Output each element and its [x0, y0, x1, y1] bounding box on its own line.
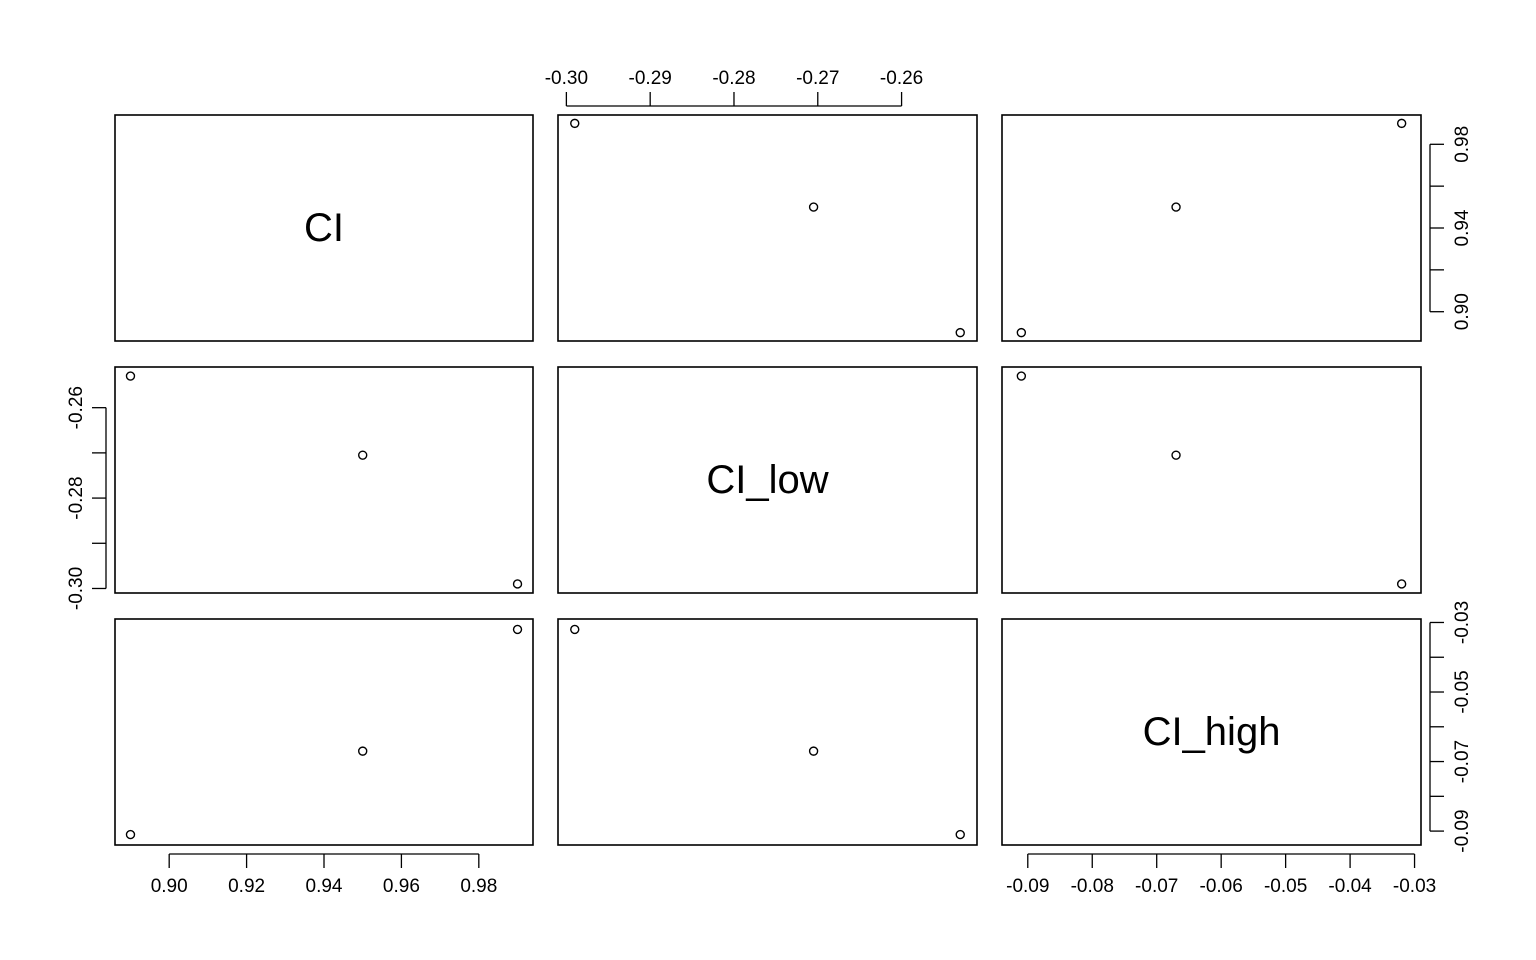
- point-CI-vs-CI_low-1: [808, 202, 819, 212]
- point-CI_high-vs-CI_low-1: [808, 746, 819, 756]
- point-CI_low-vs-CI_high-1: [1171, 450, 1181, 460]
- right-axis-ci-high-tick-label: -0.09: [1452, 809, 1473, 852]
- panel-frame-1-1: [557, 366, 978, 594]
- bottom-axis-ci-high-tick-label: -0.04: [1328, 876, 1372, 897]
- bottom-axis-ci-high-tick-label: -0.06: [1200, 876, 1243, 897]
- left-axis-ci-low-tick-label: -0.28: [66, 476, 87, 519]
- top-axis-ci-low-tick-label: -0.28: [712, 68, 755, 89]
- panel-frame-0-1: [557, 114, 978, 342]
- panel-frame-2-2: [1001, 618, 1422, 846]
- point-CI_low-vs-CI_high-0: [1016, 371, 1027, 381]
- point-CI_high-vs-CI_low-2: [570, 624, 580, 635]
- right-axis-ci-tick-label: 0.90: [1452, 293, 1473, 330]
- point-CI_high-vs-CI-1: [358, 746, 368, 756]
- point-CI_high-vs-CI-2: [512, 624, 523, 635]
- point-CI_high-vs-CI-0: [125, 829, 136, 840]
- panel-frames: [114, 114, 1422, 846]
- point-CI-vs-CI_low-2: [570, 118, 580, 129]
- bottom-axis-ci-tick-label: 0.98: [460, 876, 497, 897]
- right-axis-ci-tick-label: 0.94: [1452, 209, 1473, 246]
- point-CI_low-vs-CI-2: [512, 579, 523, 589]
- panel-frame-0-0: [114, 114, 534, 342]
- bottom-axis-ci-tick-label: 0.94: [306, 876, 343, 897]
- axes: -0.30 -0.29 -0.28 -0.27 -0.26 0.90 0.92 0.94 0.9…: [66, 68, 1473, 897]
- top-axis-ci-low-tick-label: -0.29: [629, 68, 672, 89]
- diagonal-label-CI_low: CI_low: [706, 458, 828, 502]
- panel-frame-0-2: [1001, 114, 1422, 342]
- bottom-axis-ci-tick-label: 0.96: [383, 876, 420, 897]
- panel-frame-1-2: [1001, 366, 1422, 594]
- right-axis-ci-high-tick-label: -0.07: [1452, 740, 1473, 783]
- bottom-axis-ci-high-tick-label: -0.05: [1264, 876, 1307, 897]
- bottom-axis-ci-high-tick-label: -0.09: [1006, 876, 1049, 897]
- diagonal-label-CI_high: CI_high: [1143, 710, 1281, 754]
- points: [125, 118, 1407, 840]
- right-axis-ci-high-tick-label: -0.05: [1452, 670, 1473, 713]
- diagonal-labels: CI CI_low CI_high: [304, 206, 1280, 754]
- panel-frame-2-0: [114, 618, 534, 846]
- point-CI-vs-CI_low-0: [955, 327, 965, 338]
- panel-frame-1-0: [114, 366, 534, 594]
- point-CI_low-vs-CI_high-2: [1396, 579, 1407, 589]
- bottom-axis-ci-high-tick-label: -0.03: [1393, 876, 1436, 897]
- panel-frame-2-1: [557, 618, 978, 846]
- left-axis-ci-low-tick-label: -0.26: [66, 386, 87, 429]
- bottom-axis-ci-tick-label: 0.92: [228, 876, 265, 897]
- right-axis-ci-high-tick-label: -0.03: [1452, 601, 1473, 644]
- point-CI_low-vs-CI-0: [125, 371, 136, 381]
- point-CI_low-vs-CI-1: [358, 450, 368, 460]
- point-CI-vs-CI_high-0: [1016, 327, 1027, 338]
- bottom-axis-ci-high-tick-label: -0.08: [1071, 876, 1114, 897]
- top-axis-ci-low-tick-label: -0.30: [545, 68, 588, 89]
- diagonal-label-CI: CI: [304, 206, 344, 250]
- point-CI-vs-CI_high-1: [1171, 202, 1181, 212]
- top-axis-ci-low-tick-label: -0.27: [796, 68, 839, 89]
- left-axis-ci-low-tick-label: -0.30: [66, 567, 87, 610]
- point-CI_high-vs-CI_low-0: [955, 829, 965, 840]
- right-axis-ci-tick-label: 0.98: [1452, 126, 1473, 163]
- top-axis-ci-low-tick-label: -0.26: [880, 68, 923, 89]
- bottom-axis-ci-tick-label: 0.90: [151, 876, 188, 897]
- bottom-axis-ci-high-tick-label: -0.07: [1135, 876, 1178, 897]
- point-CI-vs-CI_high-2: [1396, 118, 1407, 129]
